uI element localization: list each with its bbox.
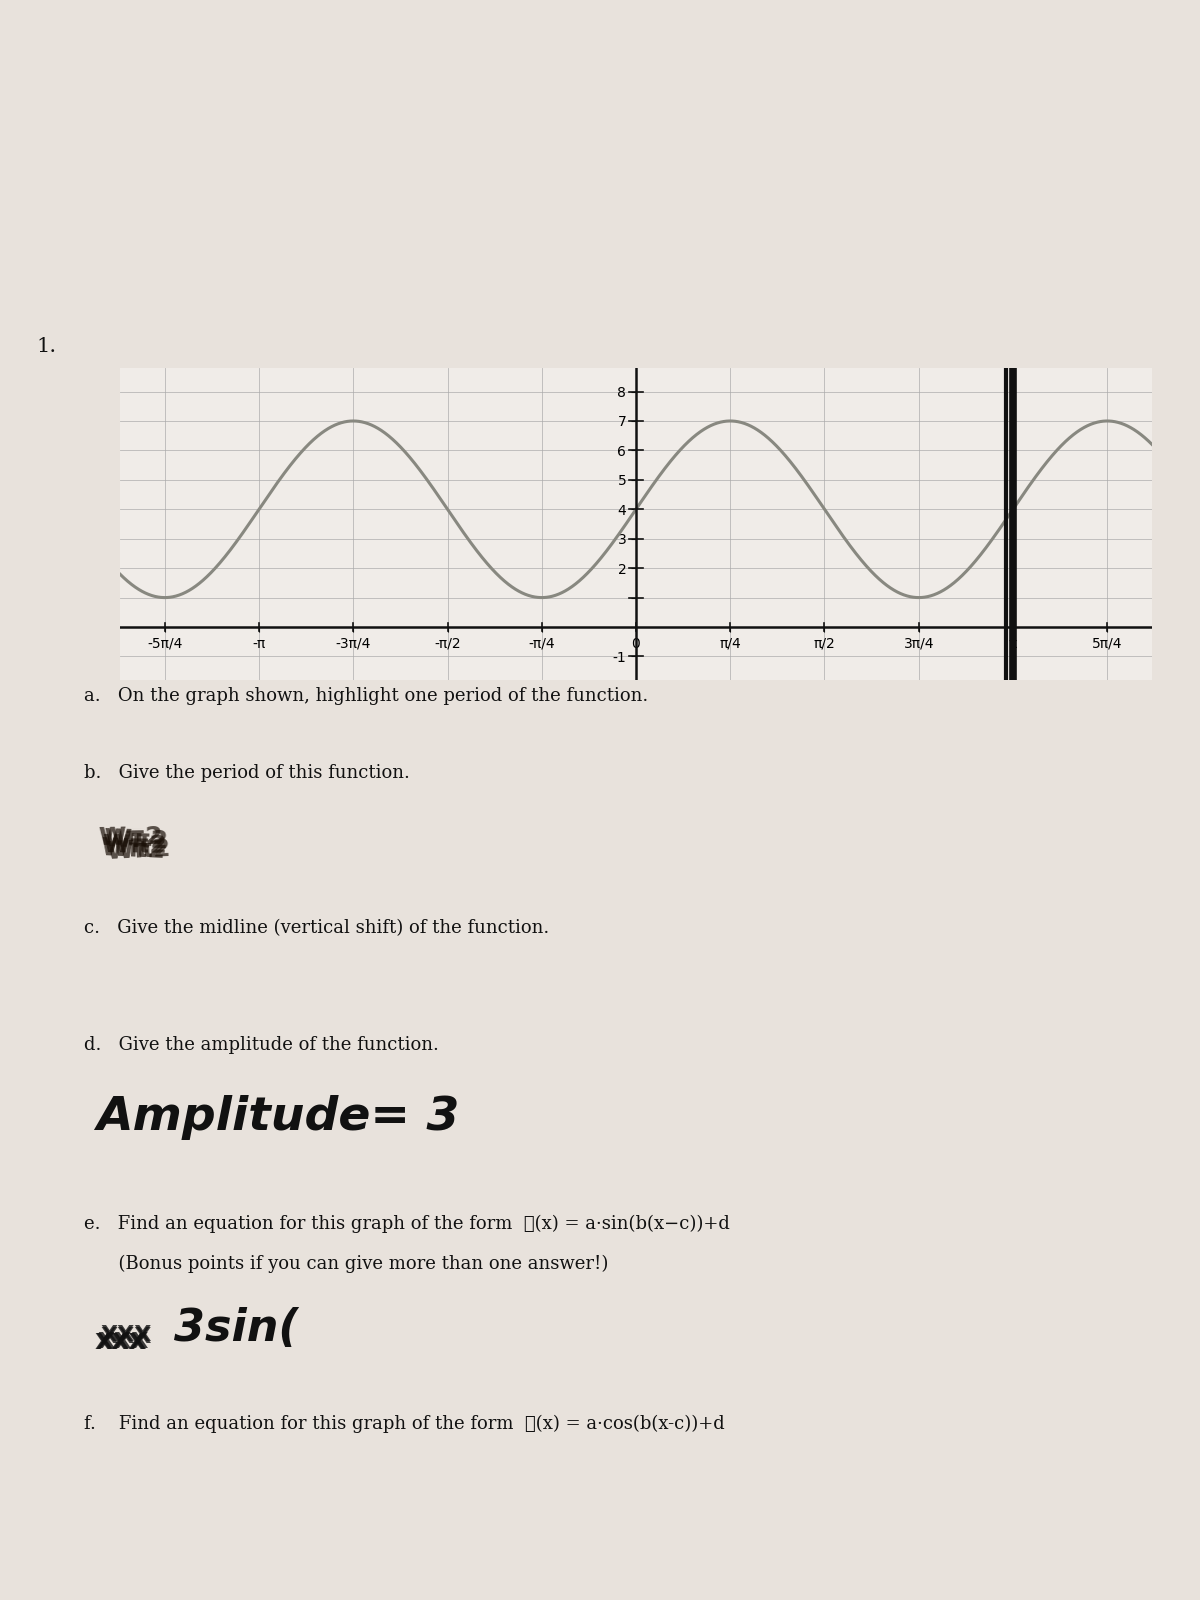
Text: Wπ2: Wπ2	[102, 832, 167, 858]
Text: b.   Give the period of this function.: b. Give the period of this function.	[84, 763, 410, 782]
Text: 3sin(: 3sin(	[174, 1307, 299, 1350]
Text: Wπ2: Wπ2	[98, 826, 163, 850]
Text: e.   Find an equation for this graph of the form  ℱ(x) = a·sin(b(x−c))+d: e. Find an equation for this graph of th…	[84, 1214, 730, 1232]
Text: Wπ2: Wπ2	[103, 827, 168, 853]
Text: (Bonus points if you can give more than one answer!): (Bonus points if you can give more than …	[84, 1254, 608, 1272]
Text: XXX: XXX	[95, 1328, 145, 1347]
Text: 1.: 1.	[36, 338, 56, 357]
Text: Amplitude= 3: Amplitude= 3	[96, 1094, 460, 1139]
Text: XXX: XXX	[94, 1333, 145, 1354]
Text: Wπ2: Wπ2	[106, 838, 172, 864]
Text: c.   Give the midline (vertical shift) of the function.: c. Give the midline (vertical shift) of …	[84, 918, 550, 936]
Text: XXX: XXX	[95, 1326, 146, 1346]
Text: f.    Find an equation for this graph of the form  ℱ(x) = a·cos(b(x-c))+d: f. Find an equation for this graph of th…	[84, 1414, 725, 1434]
Text: a.   On the graph shown, highlight one period of the function.: a. On the graph shown, highlight one per…	[84, 686, 648, 704]
Text: d.   Give the amplitude of the function.: d. Give the amplitude of the function.	[84, 1035, 439, 1053]
Text: XXX: XXX	[95, 1331, 146, 1352]
Text: Wπ2: Wπ2	[100, 837, 166, 862]
Text: XXX: XXX	[92, 1331, 144, 1352]
